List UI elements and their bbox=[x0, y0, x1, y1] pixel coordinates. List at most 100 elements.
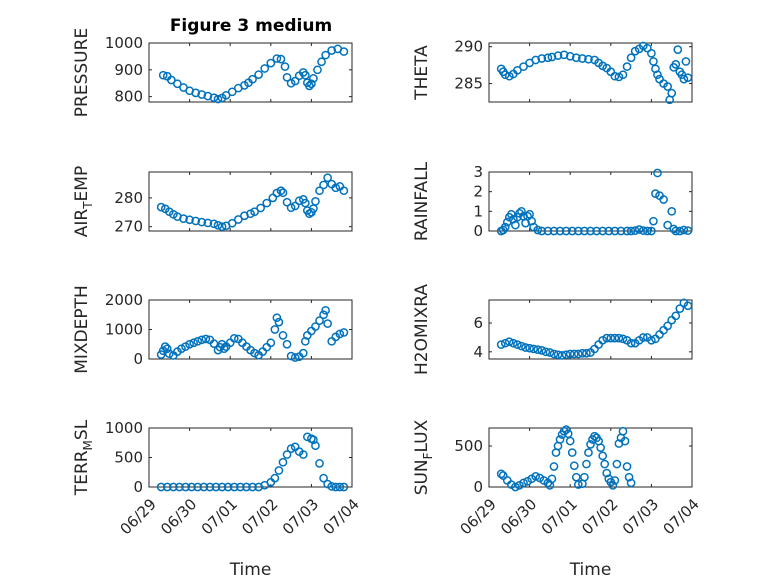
data-point bbox=[567, 448, 577, 457]
y-tick-label: 500 bbox=[114, 449, 143, 467]
data-point bbox=[496, 340, 506, 349]
axes-frame bbox=[488, 42, 693, 103]
data-point bbox=[227, 87, 237, 97]
data-point bbox=[596, 443, 606, 453]
data-point bbox=[561, 425, 571, 434]
data-point bbox=[339, 328, 349, 337]
data-point bbox=[545, 348, 555, 357]
data-point bbox=[555, 226, 565, 236]
data-point bbox=[327, 46, 337, 55]
data-point bbox=[166, 75, 176, 85]
data-point bbox=[201, 334, 211, 344]
data-point bbox=[582, 348, 591, 358]
data-point bbox=[569, 461, 579, 471]
subplot-theta: 285 290 THETA bbox=[412, 38, 693, 105]
data-point bbox=[227, 218, 237, 228]
data-point bbox=[624, 472, 634, 482]
y-tick-label: 280 bbox=[114, 189, 143, 207]
data-point bbox=[500, 70, 510, 80]
y-tick-label: 1000 bbox=[105, 321, 143, 339]
y-tick-label: 2000 bbox=[105, 291, 143, 309]
data-point bbox=[339, 482, 349, 492]
data-point bbox=[270, 473, 280, 483]
data-point bbox=[663, 82, 672, 91]
data-point bbox=[280, 62, 290, 71]
y-tick-label: 0 bbox=[473, 478, 483, 496]
data-point bbox=[199, 482, 209, 492]
data-point bbox=[612, 459, 622, 469]
data-point bbox=[533, 225, 543, 235]
y-axis-label: THETA bbox=[412, 45, 432, 101]
data-point bbox=[217, 482, 227, 492]
data-point bbox=[248, 482, 257, 492]
data-point bbox=[517, 341, 526, 351]
data-point bbox=[622, 226, 632, 236]
data-point bbox=[185, 215, 194, 225]
data-point bbox=[537, 226, 547, 236]
y-tick-label: 1000 bbox=[105, 34, 143, 52]
data-point bbox=[158, 70, 168, 80]
data-point bbox=[205, 482, 215, 492]
data-point bbox=[561, 350, 571, 360]
data-point bbox=[179, 214, 188, 223]
data-point bbox=[173, 79, 182, 89]
data-point bbox=[653, 168, 662, 178]
data-point bbox=[543, 226, 553, 236]
data-point bbox=[323, 173, 332, 183]
data-point bbox=[584, 54, 593, 64]
data-point bbox=[683, 301, 693, 311]
data-point bbox=[675, 226, 685, 236]
data-point bbox=[671, 60, 681, 69]
data-point bbox=[191, 88, 201, 98]
data-point bbox=[647, 48, 656, 58]
data-point bbox=[311, 441, 320, 451]
data-point bbox=[331, 482, 341, 492]
data-point bbox=[305, 81, 314, 91]
subplot-air-temp: 270 280 AIRTEMP bbox=[72, 166, 353, 237]
figure-title: Figure 3 medium bbox=[170, 16, 332, 36]
y-tick-label: 4 bbox=[473, 343, 483, 361]
data-point bbox=[496, 469, 506, 479]
data-point bbox=[213, 220, 223, 230]
y-tick-label: 2 bbox=[473, 183, 483, 201]
data-point bbox=[679, 225, 689, 235]
data-point bbox=[169, 482, 178, 492]
data-point bbox=[592, 226, 601, 236]
data-point bbox=[580, 472, 589, 482]
y-tick-label: 900 bbox=[114, 61, 143, 79]
data-point bbox=[626, 226, 636, 236]
data-point bbox=[565, 349, 575, 359]
data-point bbox=[181, 482, 190, 492]
data-point bbox=[606, 333, 616, 343]
data-point bbox=[162, 344, 172, 354]
data-point bbox=[250, 207, 259, 217]
data-point bbox=[578, 54, 587, 63]
data-point bbox=[290, 201, 300, 211]
data-point bbox=[270, 325, 280, 334]
y-axis-label: PRESSURE bbox=[72, 28, 92, 117]
data-point bbox=[274, 317, 284, 327]
data-point bbox=[618, 426, 628, 436]
subplot-rainfall: 0 12 3 RAINFALL bbox=[412, 161, 693, 241]
data-point bbox=[286, 351, 296, 361]
data-point bbox=[298, 348, 308, 358]
data-point bbox=[537, 346, 547, 355]
data-point bbox=[335, 329, 345, 339]
y-axis-label: MIXDEPTH bbox=[72, 285, 92, 374]
data-point bbox=[229, 334, 239, 343]
data-point bbox=[647, 226, 656, 236]
data-point bbox=[339, 47, 349, 56]
data-point bbox=[580, 226, 589, 236]
data-point bbox=[156, 482, 166, 492]
data-point bbox=[282, 72, 292, 82]
data-point bbox=[519, 478, 528, 488]
data-point bbox=[519, 62, 528, 71]
data-point bbox=[500, 338, 510, 348]
data-point bbox=[193, 336, 203, 346]
data-point bbox=[300, 70, 310, 80]
data-point bbox=[557, 351, 567, 360]
data-point bbox=[578, 348, 587, 358]
data-point bbox=[319, 310, 328, 320]
data-point bbox=[321, 50, 330, 60]
data-point bbox=[315, 186, 324, 196]
